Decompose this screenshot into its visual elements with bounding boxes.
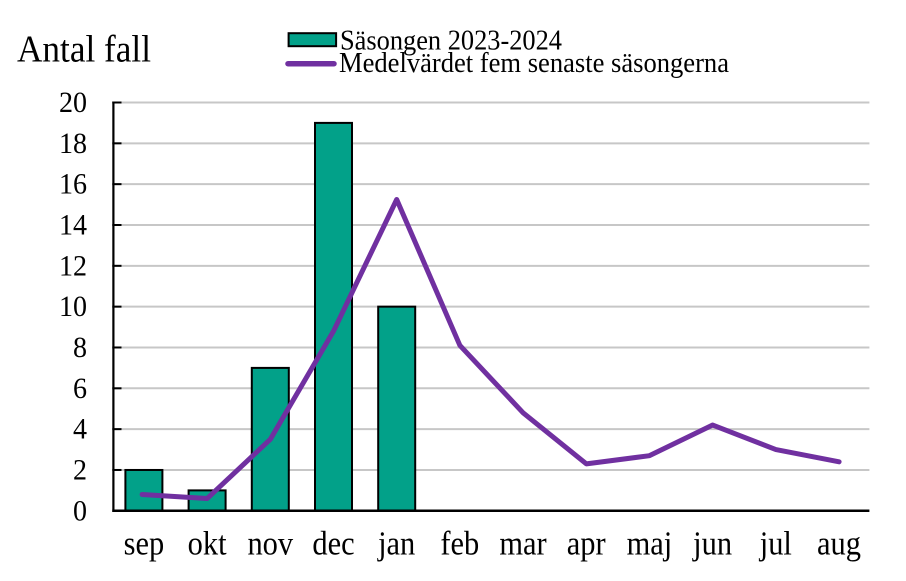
svg-text:jun: jun xyxy=(692,524,732,562)
svg-text:0: 0 xyxy=(73,494,87,527)
svg-text:8: 8 xyxy=(73,331,87,364)
svg-text:apr: apr xyxy=(567,524,606,562)
svg-text:sep: sep xyxy=(124,524,165,562)
svg-text:feb: feb xyxy=(440,524,479,562)
svg-text:okt: okt xyxy=(188,524,227,562)
svg-text:mar: mar xyxy=(499,524,547,562)
svg-text:12: 12 xyxy=(59,249,87,282)
svg-text:6: 6 xyxy=(73,372,87,405)
svg-text:Medelvärdet fem senaste säsong: Medelvärdet fem senaste säsongerna xyxy=(339,47,729,79)
svg-text:maj: maj xyxy=(627,524,673,562)
svg-text:jul: jul xyxy=(759,524,792,562)
svg-text:Säsongen 2023-2024: Säsongen 2023-2024 xyxy=(340,24,562,56)
svg-text:10: 10 xyxy=(59,290,87,323)
svg-text:aug: aug xyxy=(817,524,861,562)
svg-text:4: 4 xyxy=(73,413,87,446)
svg-text:jan: jan xyxy=(377,524,415,562)
svg-text:2: 2 xyxy=(73,454,87,487)
svg-text:20: 20 xyxy=(59,86,87,119)
svg-text:14: 14 xyxy=(59,209,88,242)
svg-text:18: 18 xyxy=(59,127,87,160)
svg-text:dec: dec xyxy=(312,524,354,562)
svg-text:Antal fall: Antal fall xyxy=(17,29,151,71)
svg-text:nov: nov xyxy=(247,524,293,562)
svg-text:16: 16 xyxy=(59,168,87,201)
